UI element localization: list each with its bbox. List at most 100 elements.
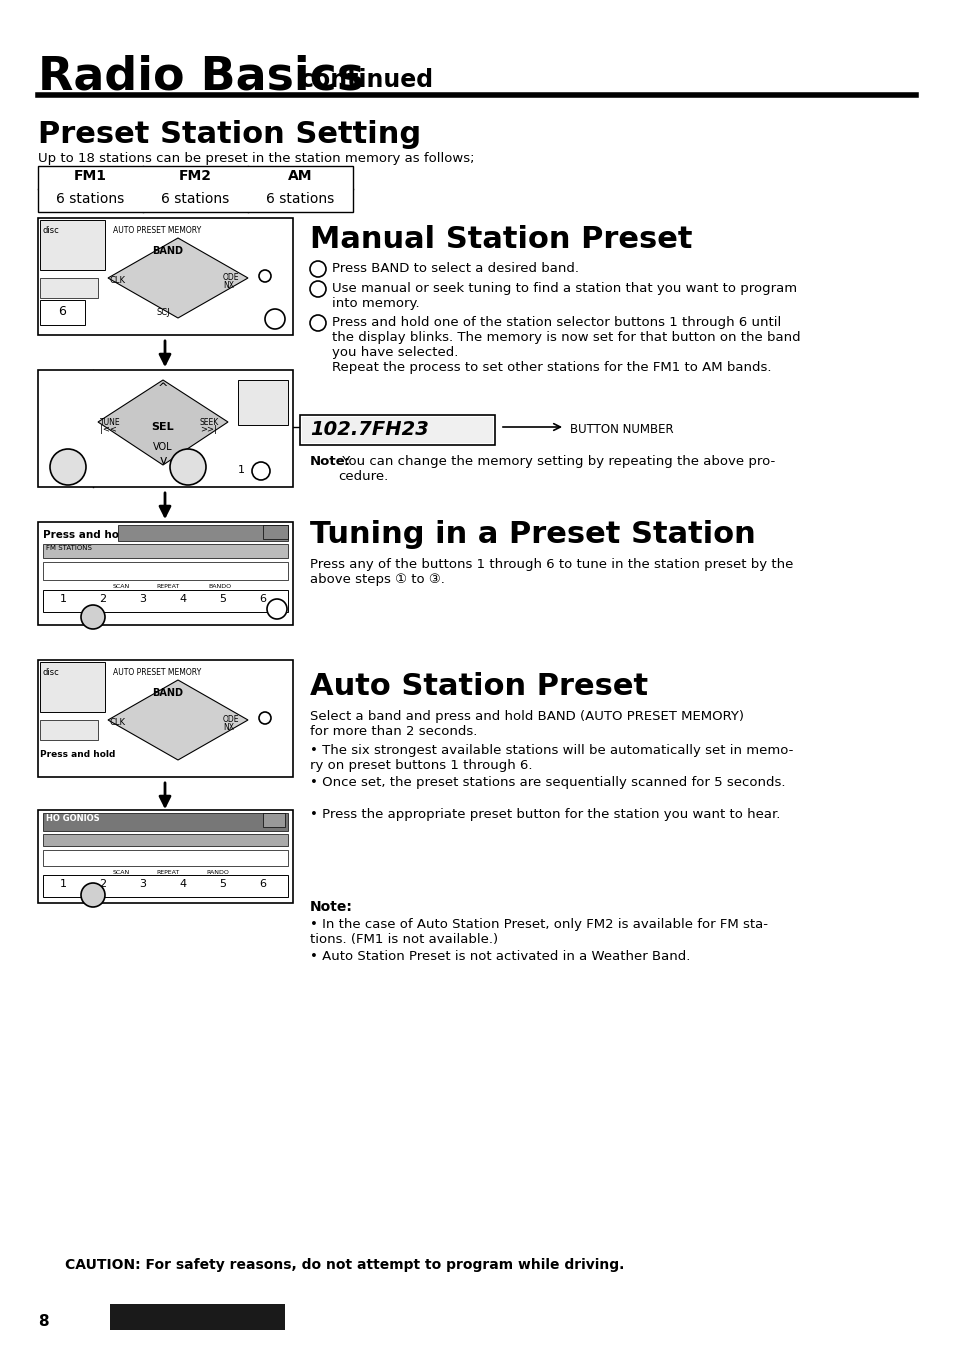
- Text: >>|: >>|: [200, 425, 216, 434]
- Text: 6: 6: [58, 305, 66, 317]
- Bar: [40, 720, 98, 740]
- Bar: [43, 813, 288, 831]
- Bar: [118, 524, 288, 541]
- Text: AM: AM: [288, 169, 313, 183]
- Text: Press BAND to select a desired band.: Press BAND to select a desired band.: [332, 262, 578, 275]
- Text: You can change the memory setting by repeating the above pro-
cedure.: You can change the memory setting by rep…: [337, 455, 775, 484]
- Bar: [43, 834, 288, 846]
- Text: 3: 3: [314, 319, 321, 330]
- Text: RANDOM: RANDOM: [40, 729, 74, 737]
- Bar: [110, 1303, 285, 1331]
- Text: Preset Station Setting: Preset Station Setting: [38, 120, 420, 148]
- Text: RANDO: RANDO: [206, 870, 229, 874]
- Text: AUTO PRESET MEMORY: AUTO PRESET MEMORY: [112, 226, 201, 236]
- Text: 1: 1: [59, 594, 67, 603]
- Text: ODE: ODE: [223, 715, 239, 725]
- Text: 1: 1: [314, 266, 321, 275]
- Text: BUTTON NUMBER: BUTTON NUMBER: [569, 424, 673, 436]
- Text: disc: disc: [43, 226, 60, 236]
- Text: 1: 1: [59, 878, 67, 889]
- Text: v: v: [159, 454, 167, 467]
- Text: 102.7FH23: 102.7FH23: [310, 419, 429, 439]
- Text: FM2: FM2: [179, 169, 212, 183]
- Text: BANDO: BANDO: [208, 584, 231, 588]
- Text: Use manual or seek tuning to find a station that you want to program
into memory: Use manual or seek tuning to find a stat…: [332, 282, 797, 311]
- Circle shape: [310, 262, 326, 276]
- Bar: [302, 417, 493, 443]
- Bar: [38, 810, 293, 903]
- Bar: [38, 522, 293, 625]
- Text: 5: 5: [219, 878, 226, 889]
- Text: Tuning in a Preset Station: Tuning in a Preset Station: [310, 520, 755, 549]
- Text: Press any of the buttons 1 through 6 to tune in the station preset by the
above : Press any of the buttons 1 through 6 to …: [310, 558, 793, 586]
- Text: continued: continued: [299, 68, 433, 93]
- Text: Note:: Note:: [310, 900, 353, 914]
- Text: 6 stations: 6 stations: [266, 192, 335, 206]
- Text: ^: ^: [157, 381, 168, 395]
- Text: SCJ: SCJ: [156, 308, 170, 317]
- Text: SCAN: SCAN: [112, 584, 131, 588]
- Polygon shape: [98, 380, 228, 464]
- Text: VOL: VOL: [153, 443, 172, 452]
- Text: Manual Station Preset: Manual Station Preset: [310, 225, 692, 253]
- Text: 6 stations: 6 stations: [56, 192, 125, 206]
- Text: Select a band and press and hold BAND (AUTO PRESET MEMORY)
for more than 2 secon: Select a band and press and hold BAND (A…: [310, 710, 743, 738]
- Text: REPEAT: REPEAT: [156, 584, 179, 588]
- Bar: [40, 221, 105, 270]
- Text: FM1: FM1: [74, 169, 107, 183]
- Text: CAUTION: For safety reasons, do not attempt to program while driving.: CAUTION: For safety reasons, do not atte…: [65, 1258, 623, 1272]
- Text: CLK: CLK: [110, 718, 126, 727]
- Circle shape: [252, 462, 270, 479]
- Text: |<<: |<<: [100, 425, 117, 434]
- Text: Press and hold one of the station selector buttons 1 through 6 until
the display: Press and hold one of the station select…: [332, 316, 800, 375]
- Text: REPEAT: REPEAT: [156, 870, 179, 874]
- Text: TUNE: TUNE: [100, 418, 120, 428]
- Bar: [38, 166, 353, 212]
- Text: Radio Basics: Radio Basics: [38, 54, 364, 99]
- Text: • Once set, the preset stations are sequentially scanned for 5 seconds.: • Once set, the preset stations are sequ…: [310, 776, 784, 789]
- Text: 3: 3: [139, 878, 147, 889]
- Circle shape: [170, 449, 206, 485]
- Text: SCAN: SCAN: [112, 870, 131, 874]
- Text: NX: NX: [223, 723, 233, 731]
- Bar: [43, 590, 288, 612]
- Bar: [299, 415, 495, 445]
- Text: • The six strongest available stations will be automatically set in memo-
ry on : • The six strongest available stations w…: [310, 744, 793, 772]
- Text: 4: 4: [179, 594, 187, 603]
- Circle shape: [81, 883, 105, 907]
- Bar: [43, 563, 288, 580]
- Text: RANDOM: RANDOM: [40, 286, 74, 296]
- Text: FM STATIONS: FM STATIONS: [46, 545, 91, 552]
- Text: 3: 3: [139, 594, 147, 603]
- Circle shape: [267, 599, 287, 618]
- Circle shape: [258, 270, 271, 282]
- Polygon shape: [108, 238, 248, 317]
- Text: 2: 2: [314, 285, 321, 296]
- Text: BAND: BAND: [152, 688, 183, 697]
- Text: 2: 2: [257, 466, 264, 475]
- Text: • Auto Station Preset is not activated in a Weather Band.: • Auto Station Preset is not activated i…: [310, 951, 690, 963]
- Bar: [40, 300, 85, 326]
- Text: 1: 1: [272, 315, 278, 324]
- Circle shape: [50, 449, 86, 485]
- Text: • In the case of Auto Station Preset, only FM2 is available for FM sta-
tions. (: • In the case of Auto Station Preset, on…: [310, 918, 767, 947]
- Text: BAND: BAND: [152, 247, 183, 256]
- Bar: [43, 850, 288, 866]
- Text: Auto Station Preset: Auto Station Preset: [310, 671, 647, 701]
- Circle shape: [81, 605, 105, 629]
- Text: 2: 2: [99, 594, 107, 603]
- Text: 5: 5: [219, 594, 226, 603]
- Text: SEEK: SEEK: [200, 418, 219, 428]
- Text: CQ-3700EU: CQ-3700EU: [149, 1314, 245, 1329]
- Bar: [38, 218, 293, 335]
- Text: SEL: SEL: [152, 422, 174, 432]
- Bar: [38, 661, 293, 776]
- Text: 6: 6: [259, 878, 266, 889]
- Bar: [43, 874, 288, 898]
- Text: 6 stations: 6 stations: [161, 192, 230, 206]
- Bar: [263, 524, 288, 539]
- Text: Note:: Note:: [310, 455, 351, 469]
- Bar: [40, 278, 98, 298]
- Text: NX: NX: [223, 281, 233, 290]
- Circle shape: [265, 309, 285, 330]
